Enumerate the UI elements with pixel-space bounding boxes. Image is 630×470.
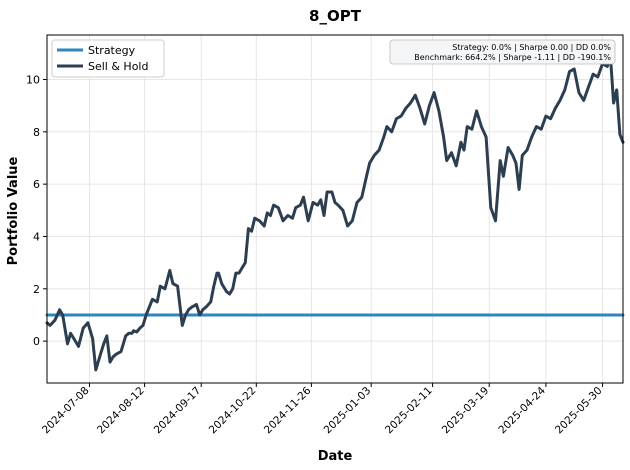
y-tick-label: 6	[33, 178, 40, 191]
x-axis-label: Date	[318, 449, 353, 464]
x-tick-label: 2024-08-12	[95, 385, 147, 437]
y-tick-label: 2	[33, 283, 40, 296]
x-axis: 2024-07-08 2024-08-12 2024-09-17 2024-10-22…	[40, 383, 605, 436]
series-line-sell-hold	[45, 54, 625, 372]
y-tick-label: 4	[33, 230, 40, 243]
series-layer	[45, 54, 625, 372]
x-tick-label: 2025-01-03	[322, 385, 374, 437]
y-axis-label: Portfolio Value	[6, 156, 21, 265]
stats-line-strategy: Strategy: 0.0% | Sharpe 0.00 | DD 0.0%	[452, 43, 611, 52]
x-tick-label: 2024-10-22	[207, 385, 259, 437]
x-tick-label: 2025-03-19	[440, 385, 492, 437]
legend-label-strategy: Strategy	[88, 44, 136, 57]
stats-line-benchmark: Benchmark: 664.2% | Sharpe -1.11 | DD -1…	[414, 53, 611, 62]
x-tick-label: 2025-04-24	[496, 384, 548, 436]
stats-box	[389, 39, 616, 65]
x-tick-label: 2024-07-08	[40, 385, 92, 437]
x-tick-label: 2025-05-30	[553, 385, 605, 437]
x-tick-label: 2024-09-17	[152, 385, 204, 437]
y-tick-label: 8	[33, 126, 40, 139]
x-tick-label: 2024-11-26	[262, 384, 314, 436]
y-tick-label: 0	[33, 335, 40, 348]
legend-label-sell-hold: Sell & Hold	[88, 60, 148, 73]
plot-frame	[46, 34, 624, 384]
stats-annotation: Strategy: 0.0% | Sharpe 0.00 | DD 0.0% B…	[389, 39, 616, 65]
legend: Strategy Sell & Hold	[51, 39, 165, 78]
y-axis: 0 2 4 6 8 10	[26, 73, 47, 348]
x-tick-label: 2025-02-11	[383, 385, 435, 437]
chart-title: 8_OPT	[309, 7, 362, 25]
y-tick-label: 10	[26, 73, 40, 86]
